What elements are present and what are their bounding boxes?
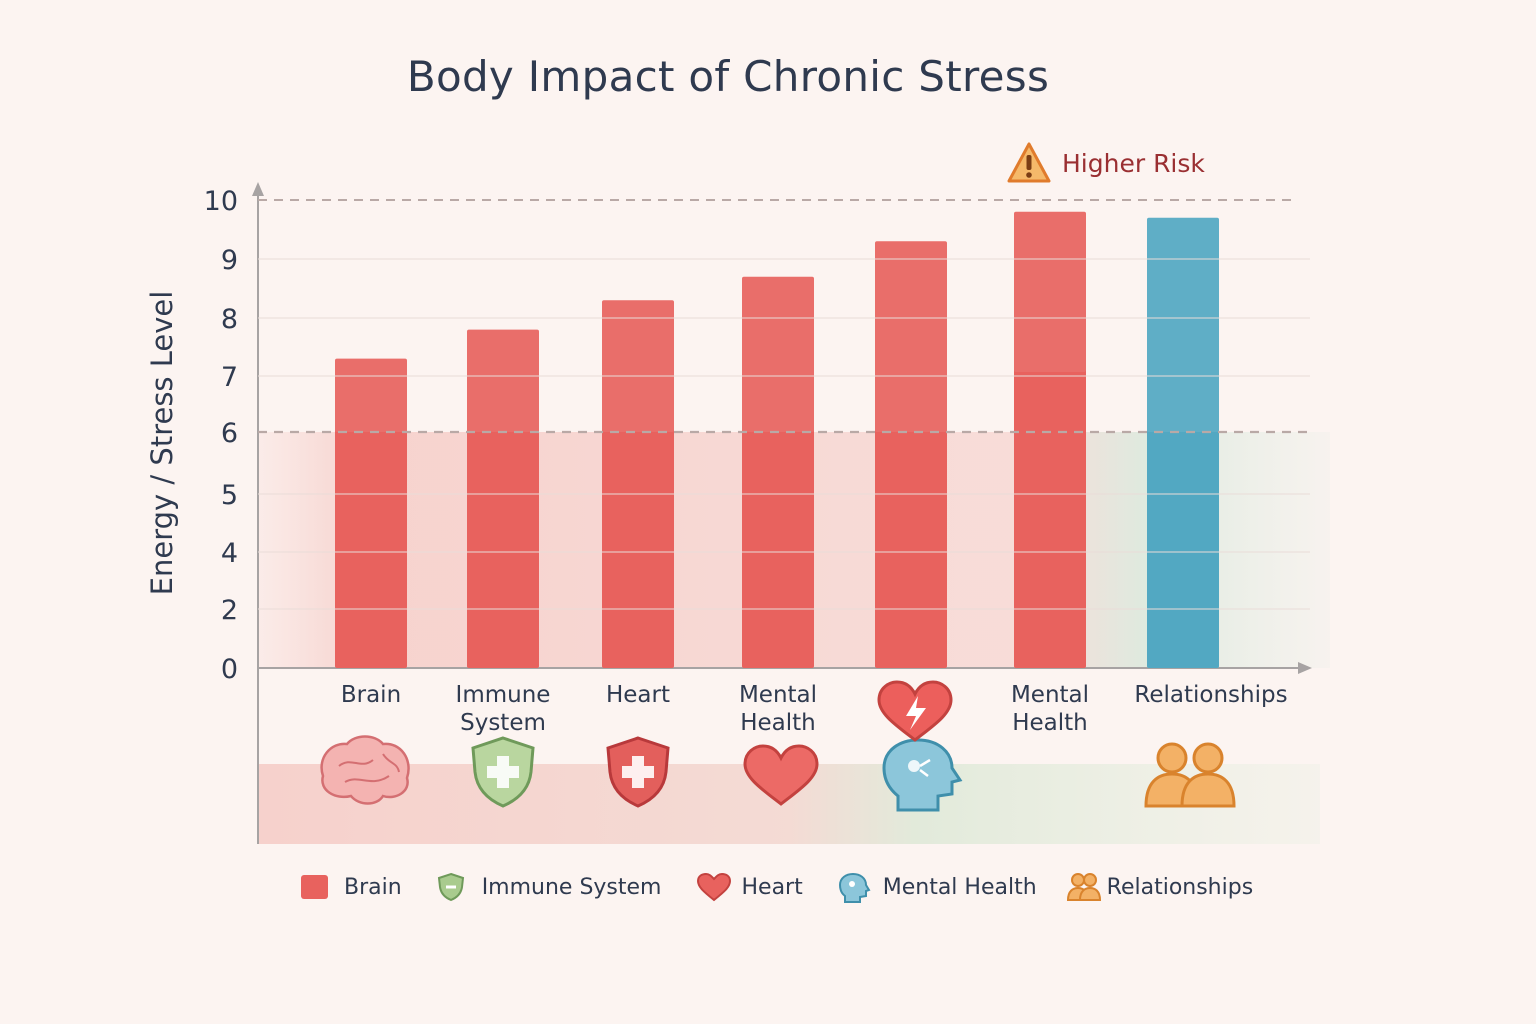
bar (875, 241, 947, 669)
bar-highlight (742, 276, 814, 432)
y-tick-label: 8 (221, 304, 238, 335)
head-shape (882, 738, 963, 812)
heart-lightning-icon (877, 680, 953, 742)
bar (1014, 211, 1086, 669)
chart-title: Body Impact of Chronic Stress (406, 52, 1050, 101)
bar (335, 358, 407, 668)
shield-icon (436, 872, 472, 902)
y-tick-label: 5 (221, 480, 238, 511)
x-tick-label: Mental (1011, 682, 1089, 708)
x-axis-arrow (1298, 662, 1312, 674)
gridlines (258, 199, 1310, 610)
legend-item-immune-system: Immune System (436, 872, 662, 902)
legend-label: Immune System (481, 874, 662, 900)
legend-item-mental-health: Mental Health (837, 872, 1037, 903)
legend-label: Relationships (1106, 874, 1254, 900)
legend-item-heart: Heart (696, 872, 803, 902)
legend-label: Brain (344, 874, 402, 900)
person-head (1156, 742, 1188, 774)
y-tick-label: 2 (221, 595, 238, 626)
y-tick-label: 0 (221, 654, 238, 685)
y-tick-label: 9 (221, 245, 238, 276)
y-tick-label: 6 (221, 418, 238, 449)
legend-item-relationships: Relationships (1066, 872, 1254, 902)
people-icon (1144, 742, 1236, 808)
cross-shape (622, 756, 654, 788)
x-tick-label: Brain (341, 682, 401, 708)
y-axis-arrow (252, 182, 264, 196)
shield-cross-icon (606, 736, 670, 808)
brain-shape (320, 735, 410, 805)
x-tick-label: Immune (456, 682, 551, 708)
y-tick-label: 7 (221, 362, 238, 393)
brain-folds (338, 753, 400, 783)
x-tick-label: Health (740, 710, 816, 736)
category-icons (320, 680, 1236, 812)
x-tick-label: Health (1012, 710, 1088, 736)
higher-risk-annotation: Higher Risk (1006, 140, 1205, 186)
lightning-shape (906, 696, 926, 730)
bar-highlight (1147, 217, 1219, 432)
higher-risk-label: Higher Risk (1062, 148, 1205, 178)
legend-label: Mental Health (882, 874, 1037, 900)
person-head (1192, 742, 1224, 774)
bar-highlight (467, 329, 539, 432)
heart-shape (743, 744, 819, 806)
head-icon (837, 872, 873, 903)
x-tick-label: System (460, 710, 546, 736)
bar-highlight (335, 358, 407, 432)
legend: Brain Immune System Heart Mental Health … (298, 866, 1253, 908)
warning-icon (1007, 142, 1051, 183)
shield-plus-icon (471, 736, 535, 808)
bar (602, 300, 674, 668)
cross-shape (487, 756, 519, 788)
brain-icon (320, 735, 410, 805)
bars (335, 211, 1219, 669)
head-detail (908, 760, 920, 772)
bar (467, 329, 539, 668)
bar-highlight (1014, 211, 1086, 372)
y-tick-label: 10 (204, 186, 238, 217)
y-tick-label: 4 (221, 538, 238, 569)
x-tick-label: Mental (739, 682, 817, 708)
legend-item-brain: Brain (298, 872, 402, 902)
bar-highlight (875, 241, 947, 432)
bar (1147, 217, 1219, 668)
heart-icon (696, 872, 732, 902)
legend-label: Heart (741, 874, 803, 900)
heart-icon (743, 744, 819, 806)
bar (742, 276, 814, 668)
x-tick-label: Relationships (1134, 682, 1287, 708)
person-body (1180, 772, 1236, 808)
head-detail (919, 758, 931, 777)
x-tick-label: Heart (606, 682, 670, 708)
bar-highlight (602, 300, 674, 432)
square-swatch-icon (298, 872, 334, 902)
head-icon (882, 738, 963, 812)
people-icon (1066, 872, 1103, 902)
